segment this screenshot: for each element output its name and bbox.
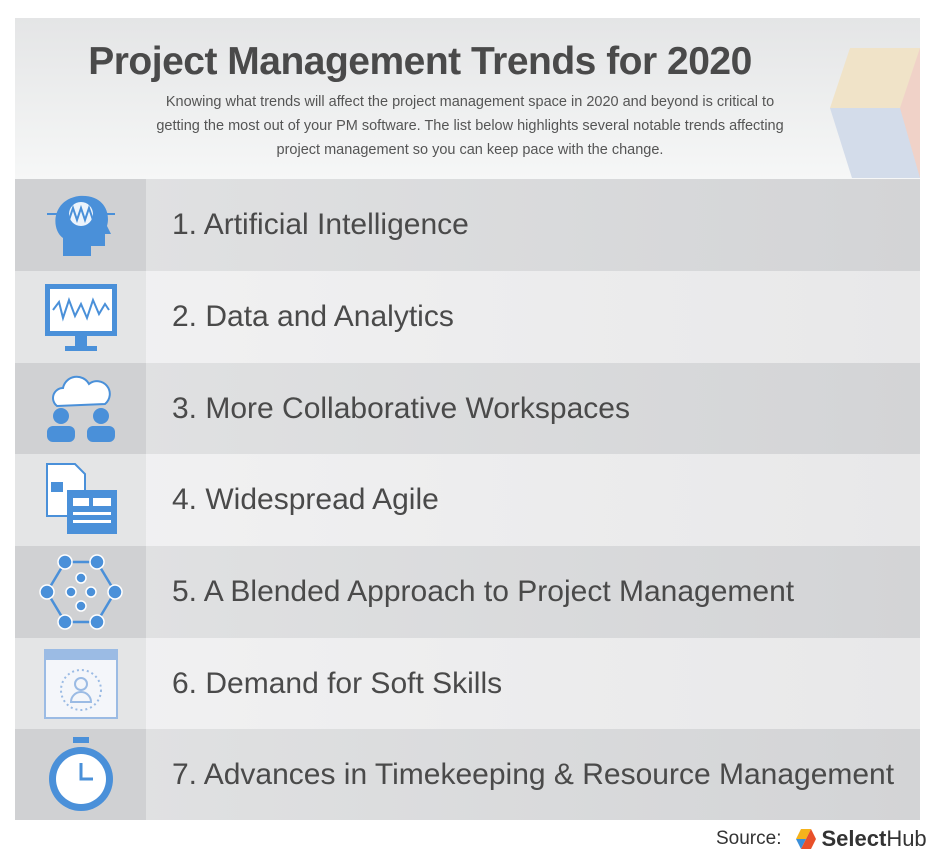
selecthub-cube-icon [796, 829, 817, 849]
ai-head-icon [46, 195, 115, 256]
trend-row: 4. Widespread Agile [15, 454, 920, 546]
trend-row: 5. A Blended Approach to Project Managem… [15, 546, 920, 638]
trend-label: 2. Data and Analytics [172, 300, 454, 333]
monitor-chart-icon [44, 284, 117, 351]
infographic-panel: Project Management Trends for 2020 Knowi… [15, 18, 920, 820]
trend-label: 7. Advances in Timekeeping & Resource Ma… [172, 758, 895, 791]
trend-row: 6. Demand for Soft Skills [15, 638, 920, 730]
page-title: Project Management Trends for 2020 [88, 40, 752, 83]
trend-label: 5. A Blended Approach to Project Managem… [172, 575, 795, 608]
cloud-users-icon [46, 375, 115, 442]
trend-label: 4. Widespread Agile [172, 483, 439, 516]
trend-row: 3. More Collaborative Workspaces [15, 363, 920, 455]
source-label: Source: [716, 828, 782, 849]
intro-text: Knowing what trends will affect the proj… [156, 94, 784, 158]
trend-label: 1. Artificial Intelligence [172, 208, 469, 241]
trend-row: 7. Advances in Timekeeping & Resource Ma… [15, 729, 920, 820]
header: Project Management Trends for 2020 Knowi… [15, 18, 920, 179]
cube-decoration-icon [830, 48, 920, 178]
documents-icon [45, 463, 117, 534]
stopwatch-icon [48, 737, 113, 811]
trend-label: 3. More Collaborative Workspaces [172, 392, 630, 425]
selecthub-logo: SelectHub [795, 826, 927, 852]
profile-window-icon [43, 649, 118, 719]
trend-row: 2. Data and Analytics [15, 271, 920, 363]
trend-label: 6. Demand for Soft Skills [172, 667, 503, 700]
trend-row: 1. Artificial Intelligence [15, 179, 920, 271]
source-credit: Source: SelectHub [716, 826, 927, 852]
network-icon [38, 554, 123, 630]
